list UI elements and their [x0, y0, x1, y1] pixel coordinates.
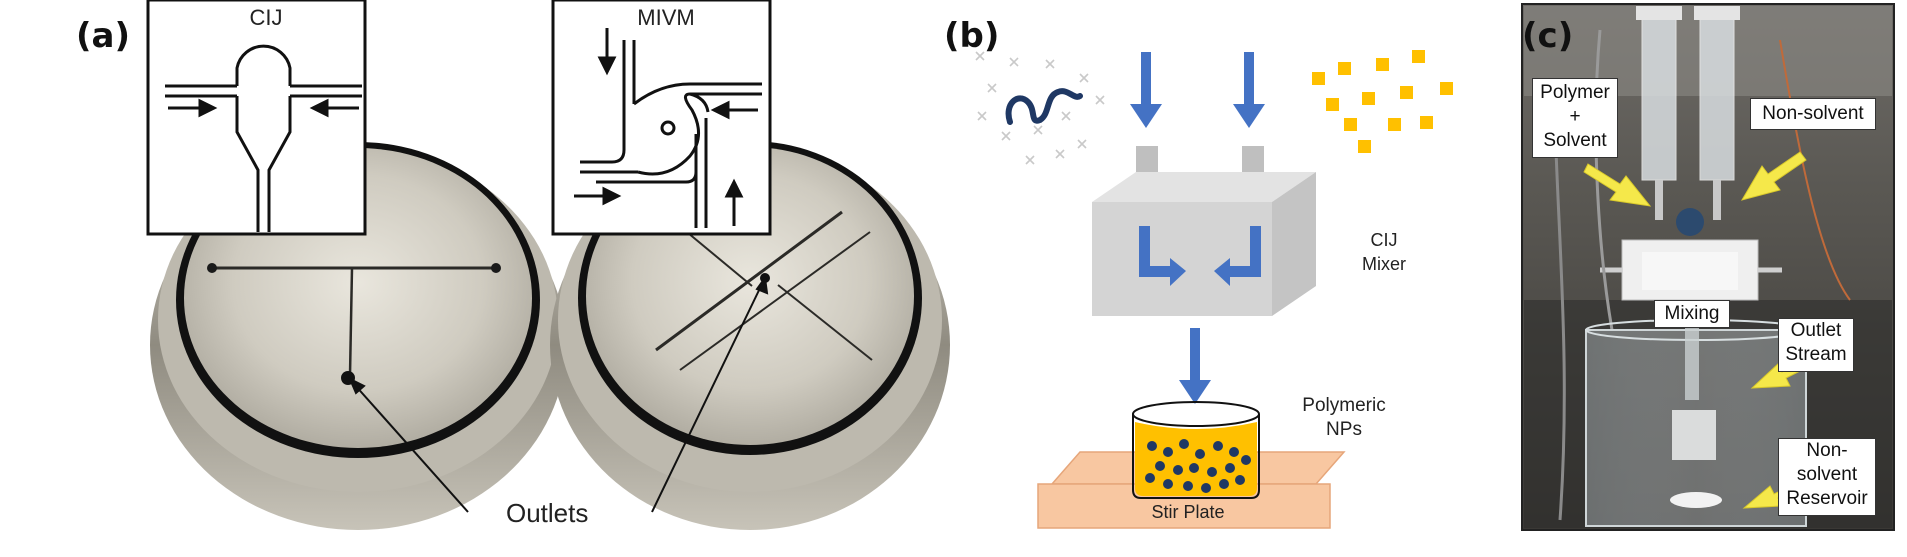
outlet-pointer-arrows	[348, 275, 769, 513]
reservoir-callout-line3: Reservoir	[1786, 488, 1868, 509]
outlet-stream-callout: Outlet Stream	[1778, 318, 1854, 372]
polymer-solvent-callout: Polymer + Solvent	[1532, 78, 1618, 158]
polymeric-nps-label-line1: Polymeric	[1302, 395, 1386, 416]
reservoir-callout-line1: Non-	[1806, 440, 1848, 461]
polymer-callout-line2: +	[1569, 106, 1581, 127]
reservoir-callout-line2: solvent	[1796, 464, 1858, 485]
nonsolvent-reservoir-callout: Non- solvent Reservoir	[1778, 438, 1876, 516]
cij-schematic-title: CIJ	[249, 5, 283, 30]
panel-label-b: (b)	[944, 16, 1000, 56]
mivm-schematic-title: MIVM	[637, 5, 695, 30]
beaker-schematic	[1132, 401, 1260, 499]
stir-plate-label: Stir Plate	[1151, 502, 1225, 522]
panel-label-a: (a)	[76, 16, 131, 56]
outlet-callout-line1: Outlet	[1790, 320, 1842, 341]
nonsolvent-callout: Non-solvent	[1750, 98, 1876, 130]
solvent-x-marks	[975, 51, 1105, 165]
polymer-callout-line1: Polymer	[1540, 82, 1610, 103]
outlet-callout-line2: Stream	[1785, 344, 1847, 365]
polymer-callout-line3: Solvent	[1543, 130, 1607, 151]
cij-schematic	[146, 0, 367, 236]
outlets-label: Outlets	[506, 498, 589, 528]
cij-mixer-label-line1: CIJ	[1370, 230, 1398, 250]
cij-mixer-block	[1092, 146, 1316, 316]
panel-label-c: (c)	[1522, 16, 1574, 56]
inlet-arrows	[1130, 52, 1265, 128]
cij-mixer-label: CIJ Mixer	[1354, 228, 1414, 276]
nanoparticle-dots	[1145, 439, 1251, 493]
polymeric-nps-label: Polymeric NPs	[1294, 394, 1394, 442]
cij-mixer-label-line2: Mixer	[1362, 254, 1406, 274]
polymeric-nps-label-line2: NPs	[1326, 419, 1362, 440]
polymer-chain-icon	[1005, 88, 1083, 125]
yellow-particles	[1312, 50, 1453, 153]
mixing-callout: Mixing	[1654, 300, 1730, 328]
outlet-arrow	[1179, 328, 1211, 404]
mivm-schematic	[551, 0, 772, 236]
